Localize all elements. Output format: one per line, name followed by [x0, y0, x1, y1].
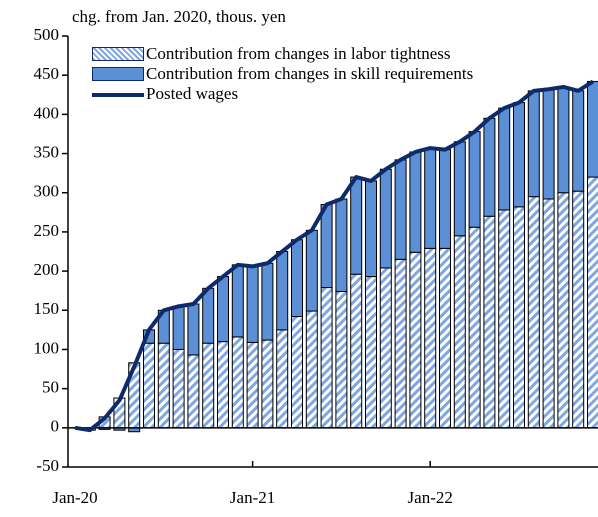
y-axis-title: chg. from Jan. 2020, thous. yen	[72, 7, 286, 26]
bar	[484, 118, 495, 216]
bar	[366, 277, 377, 428]
y-tick-label: 250	[34, 221, 60, 240]
bar	[454, 236, 465, 428]
legend-item: Contribution from changes in labor tight…	[92, 44, 482, 64]
bars	[84, 81, 598, 431]
bar	[543, 89, 554, 199]
y-tick-label: 450	[34, 64, 60, 83]
bar	[469, 132, 480, 228]
x-tick-label: Jan-20	[52, 488, 97, 507]
bar	[218, 342, 229, 428]
bar	[573, 91, 584, 191]
bar	[514, 103, 525, 207]
bar	[499, 108, 510, 210]
bar	[247, 266, 258, 342]
y-tick-label: 150	[34, 299, 60, 318]
bar	[351, 274, 362, 428]
bar	[173, 306, 184, 349]
y-tick-label: 400	[34, 103, 60, 122]
legend-label: Contribution from changes in labor tight…	[146, 44, 476, 64]
bar	[484, 216, 495, 428]
bar	[262, 263, 273, 340]
bar	[292, 240, 303, 317]
bar	[528, 197, 539, 428]
bar	[188, 355, 199, 428]
bar	[292, 317, 303, 428]
legend-item: Posted wages	[92, 84, 482, 104]
bar	[173, 349, 184, 427]
y-tick-label: 350	[34, 142, 60, 161]
y-tick-label: 500	[34, 25, 60, 44]
bar	[558, 87, 569, 193]
bar	[277, 330, 288, 428]
bar	[588, 81, 598, 177]
legend: Contribution from changes in labor tight…	[92, 44, 482, 104]
bar	[543, 199, 554, 428]
bar	[188, 304, 199, 355]
bar	[306, 311, 317, 428]
x-tick-label: Jan-21	[230, 488, 275, 507]
bar	[454, 142, 465, 236]
y-tick-label: 0	[51, 417, 60, 436]
y-tick-label: 200	[34, 260, 60, 279]
bar	[218, 277, 229, 342]
y-tick-label: 300	[34, 182, 60, 201]
bar	[336, 291, 347, 427]
bar	[351, 177, 362, 274]
bar	[232, 265, 243, 337]
y-tick-label: 50	[42, 378, 59, 397]
bar	[440, 150, 451, 249]
bar	[395, 259, 406, 427]
bar	[277, 252, 288, 330]
legend-swatch	[92, 47, 144, 61]
legend-swatch	[92, 93, 144, 97]
bar	[306, 230, 317, 311]
bar	[232, 337, 243, 428]
bar	[588, 177, 598, 428]
bar	[514, 207, 525, 428]
bar	[440, 248, 451, 427]
bar	[573, 191, 584, 428]
bar	[528, 91, 539, 197]
bar	[425, 148, 436, 248]
legend-label: Contribution from changes in skill requi…	[146, 64, 476, 84]
bar	[469, 227, 480, 428]
bar	[380, 169, 391, 268]
legend-item: Contribution from changes in skill requi…	[92, 64, 482, 84]
bar	[395, 160, 406, 260]
x-tick-label: Jan-22	[408, 488, 453, 507]
bar	[425, 248, 436, 427]
bar	[321, 288, 332, 428]
legend-swatch	[92, 67, 144, 81]
bar	[380, 268, 391, 428]
bar	[366, 181, 377, 277]
bar	[410, 152, 421, 252]
bar	[499, 210, 510, 428]
legend-label: Posted wages	[146, 84, 476, 104]
bar	[158, 343, 169, 428]
y-tick-label: -50	[36, 456, 59, 475]
bar	[203, 288, 214, 343]
bar	[203, 343, 214, 428]
bar	[410, 252, 421, 428]
bar	[262, 340, 273, 428]
bar	[558, 193, 569, 428]
y-tick-label: 100	[34, 338, 60, 357]
bar	[144, 343, 155, 428]
bar	[321, 204, 332, 287]
bar	[336, 199, 347, 291]
bar	[247, 342, 258, 427]
